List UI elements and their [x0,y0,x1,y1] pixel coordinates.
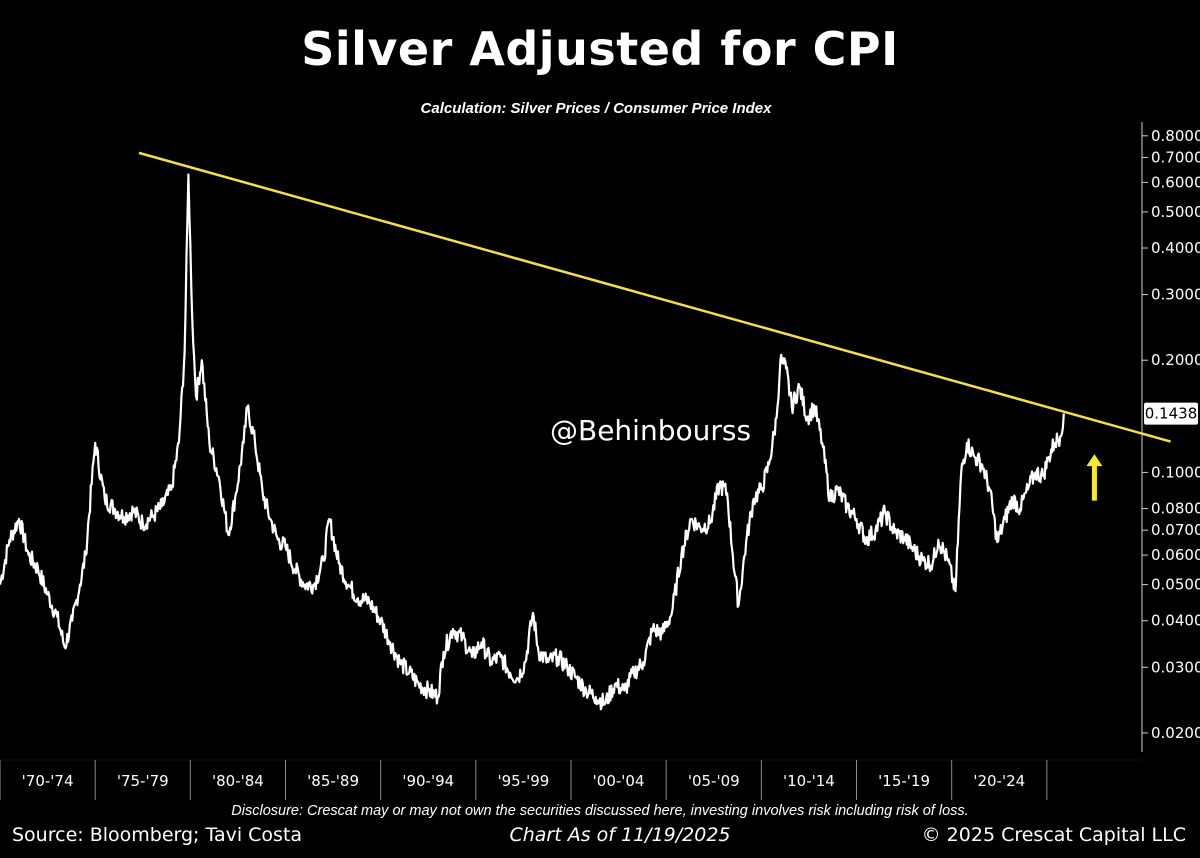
x-tick-label: '95-'99 [497,772,549,790]
y-tick-label: 0.5000 [1151,203,1200,221]
y-tick-label: 0.0200 [1151,724,1200,742]
y-tick-label: 0.7000 [1151,148,1200,166]
chart-as-of-text: Chart As of 11/19/2025 [509,824,731,846]
y-tick-label: 0.0600 [1151,546,1200,564]
y-tick-label: 0.1000 [1151,463,1200,481]
x-tick-label: '85-'89 [307,772,359,790]
y-tick-label: 0.0700 [1151,521,1200,539]
x-tick-label: '75-'79 [117,772,169,790]
x-tick-label: '70-'74 [22,772,74,790]
y-tick-label: 0.4000 [1151,239,1200,257]
y-tick-label: 0.8000 [1151,127,1200,145]
plot-area: 0.8000 0.7000 0.6000 0.5000 0.4000 0.3000 0.20… [0,122,1200,800]
y-tick-label: 0.2000 [1151,351,1200,369]
last-value-label: 0.1438 [1145,405,1198,423]
y-tick-label: 0.0800 [1151,500,1200,518]
resistance-trendline [138,151,1171,443]
chart-title: Silver Adjusted for CPI [301,22,899,76]
up-arrow-icon [1086,454,1103,467]
chart-subtitle: Calculation: Silver Prices / Consumer Pr… [420,100,772,117]
x-tick-label: '15-'19 [878,772,930,790]
x-tick-label: '80-'84 [212,772,264,790]
series-line [0,173,1065,711]
y-tick-label: 0.0300 [1151,658,1200,676]
x-tick-label: '20-'24 [973,772,1025,790]
x-tick-label: '10-'14 [783,772,835,790]
y-tick-label: 0.0500 [1151,576,1200,594]
x-tick-label: '90-'94 [402,772,454,790]
x-tick-label: '00-'04 [593,772,645,790]
last-value-box [1144,402,1198,425]
source-text: Source: Bloomberg; Tavi Costa [12,824,303,846]
x-tick-label: '05-'09 [688,772,740,790]
disclosure-text: Disclosure: Crescat may or may not own t… [231,803,969,819]
y-tick-label: 0.3000 [1151,286,1200,304]
watermark: @Behinbourss [550,414,752,447]
y-tick-label: 0.6000 [1151,173,1200,191]
y-tick-label: 0.0400 [1151,612,1200,630]
copyright-text: © 2025 Crescat Capital LLC [921,824,1186,846]
